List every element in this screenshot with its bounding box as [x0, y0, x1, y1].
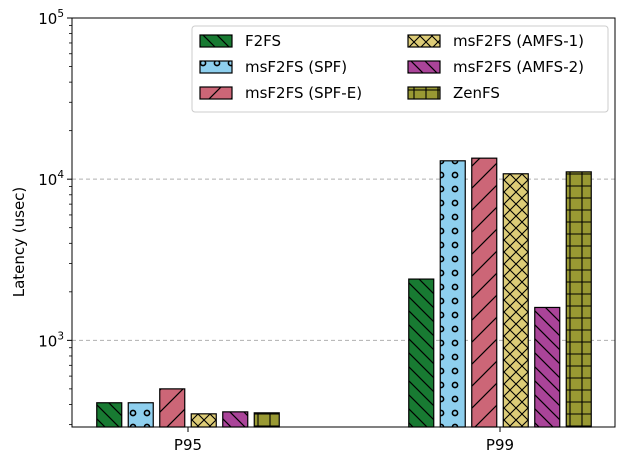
- legend-label-msf2fs-spf-e: msF2FS (SPF-E): [245, 84, 362, 102]
- bar-hatch: [222, 411, 249, 428]
- bar-hatch: [534, 306, 561, 428]
- legend-label-msf2fs-amfs-2: msF2FS (AMFS-2): [453, 58, 584, 76]
- x-tick-label-p95: P95: [174, 436, 202, 454]
- bar-hatch: [565, 171, 592, 428]
- bar-hatch: [408, 278, 435, 428]
- y-axis-ticks: 103 104 105: [38, 8, 72, 426]
- legend-swatch-hatch: [199, 86, 233, 100]
- x-axis-ticks: P95 P99: [174, 427, 514, 454]
- legend-label-f2fs: F2FS: [245, 32, 281, 50]
- legend-label-msf2fs-amfs-1: msF2FS (AMFS-1): [453, 32, 584, 50]
- legend-swatch-hatch: [407, 60, 441, 74]
- legend-swatch-hatch: [199, 60, 233, 74]
- x-tick-label-p99: P99: [486, 436, 514, 454]
- bar-hatch: [127, 402, 154, 428]
- legend-box: [191, 25, 609, 113]
- bar-hatch: [471, 157, 498, 428]
- y-tick-label: 103: [38, 330, 64, 350]
- bar-hatch: [502, 173, 529, 428]
- legend-swatch-hatch: [407, 34, 441, 48]
- plot-frame: [71, 17, 616, 428]
- y-tick-label: 105: [38, 8, 64, 28]
- legend: F2FS msF2FS (SPF) msF2FS (SPF-E) msF2FS (AM…: [191, 25, 609, 113]
- legend-label-zenfs: ZenFS: [453, 84, 500, 102]
- bars: [96, 157, 592, 428]
- bar-hatch: [190, 413, 217, 428]
- legend-swatch-hatch: [199, 34, 233, 48]
- bar-hatch: [159, 388, 186, 428]
- bar-hatch: [96, 402, 123, 428]
- legend-swatch-hatch: [407, 86, 441, 100]
- bar-hatch: [253, 412, 280, 428]
- y-axis-label: Latency (usec): [10, 187, 28, 298]
- y-tick-label: 104: [38, 169, 64, 189]
- legend-label-msf2fs-spf: msF2FS (SPF): [245, 58, 347, 76]
- gridlines: [72, 178, 615, 341]
- bar-hatch: [439, 160, 466, 428]
